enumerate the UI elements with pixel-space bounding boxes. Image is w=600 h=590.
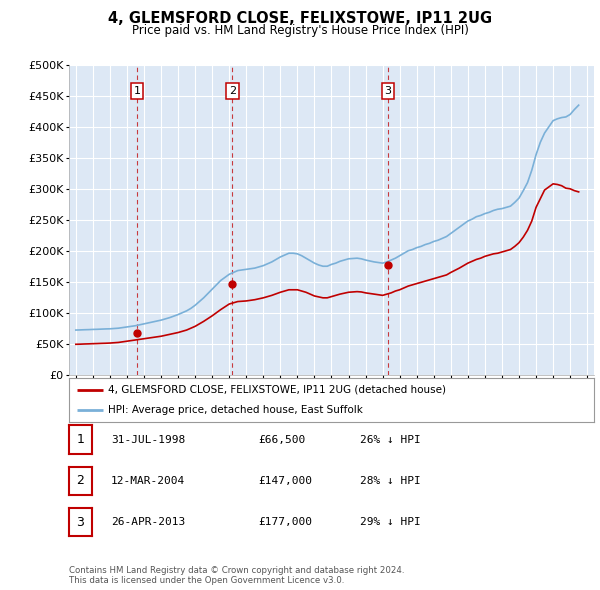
Text: HPI: Average price, detached house, East Suffolk: HPI: Average price, detached house, East… [109, 405, 363, 415]
Text: 1: 1 [76, 433, 85, 446]
Text: £147,000: £147,000 [258, 476, 312, 486]
Text: Contains HM Land Registry data © Crown copyright and database right 2024.
This d: Contains HM Land Registry data © Crown c… [69, 566, 404, 585]
Text: 12-MAR-2004: 12-MAR-2004 [111, 476, 185, 486]
Text: 29% ↓ HPI: 29% ↓ HPI [360, 517, 421, 527]
Text: 4, GLEMSFORD CLOSE, FELIXSTOWE, IP11 2UG: 4, GLEMSFORD CLOSE, FELIXSTOWE, IP11 2UG [108, 11, 492, 27]
Text: Price paid vs. HM Land Registry's House Price Index (HPI): Price paid vs. HM Land Registry's House … [131, 24, 469, 37]
Text: 26-APR-2013: 26-APR-2013 [111, 517, 185, 527]
Text: £177,000: £177,000 [258, 517, 312, 527]
Text: 28% ↓ HPI: 28% ↓ HPI [360, 476, 421, 486]
Text: 31-JUL-1998: 31-JUL-1998 [111, 435, 185, 444]
Text: 2: 2 [76, 474, 85, 487]
Text: 2: 2 [229, 86, 236, 96]
Text: 4, GLEMSFORD CLOSE, FELIXSTOWE, IP11 2UG (detached house): 4, GLEMSFORD CLOSE, FELIXSTOWE, IP11 2UG… [109, 385, 446, 395]
Text: £66,500: £66,500 [258, 435, 305, 444]
Text: 3: 3 [385, 86, 392, 96]
Text: 1: 1 [133, 86, 140, 96]
Text: 3: 3 [76, 516, 85, 529]
Text: 26% ↓ HPI: 26% ↓ HPI [360, 435, 421, 444]
